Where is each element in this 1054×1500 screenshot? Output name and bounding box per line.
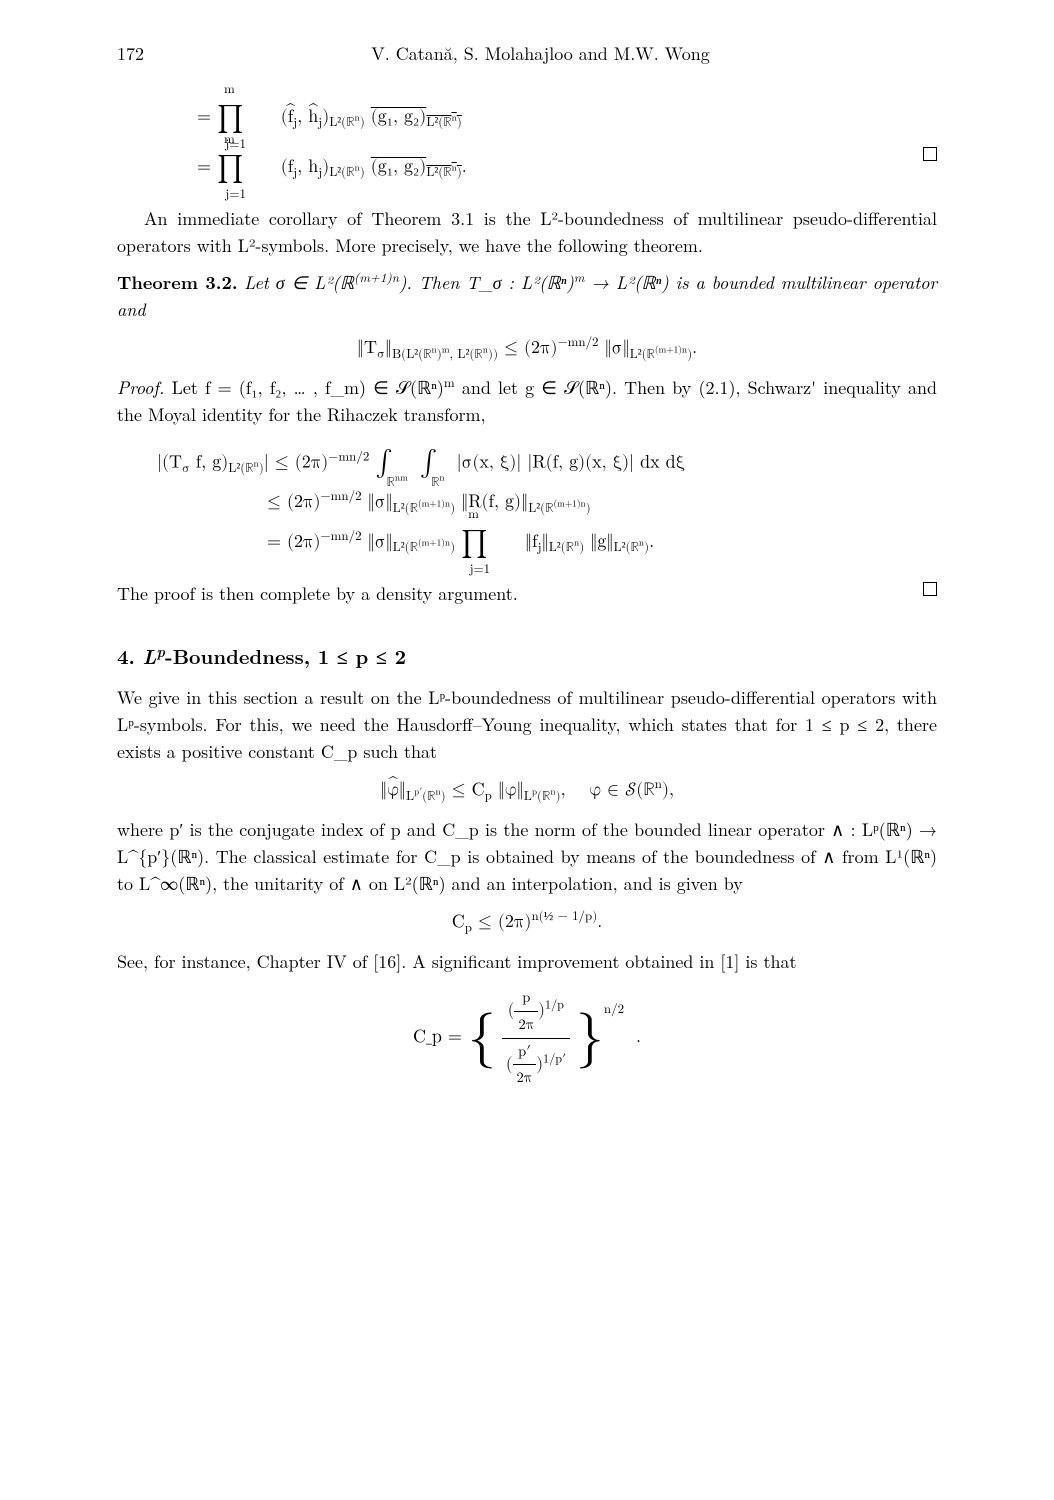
- section-4-para-1: We give in this section a result on the …: [117, 684, 937, 765]
- section-title-rest: -Boundedness, 1 ≤ p ≤ 2: [165, 641, 406, 670]
- proof-closing-text: The proof is then complete by a density …: [117, 581, 518, 606]
- cp-equals: C_p =: [413, 1028, 462, 1046]
- proof-text-a: Let f = (f₁, f₂, … , f_m) ∈ 𝒮(ℝⁿ): [172, 375, 444, 400]
- section-4-para-3: See, for instance, Chapter IV of [16]. A…: [117, 948, 937, 975]
- running-head: 172 V. Catană, S. Molahajloo and M.W. Wo…: [117, 40, 937, 67]
- qed-box: [923, 143, 937, 170]
- proof-paragraph-1: Proof. Let f = (f₁, f₂, … , f_m) ∈ 𝒮(ℝⁿ)…: [117, 374, 937, 428]
- classical-cp-estimate: Cp ≤ (2π)n(½ − 1/p).: [117, 909, 937, 936]
- theorem-3-2-text-2: ). Then T_σ : L²(ℝⁿ): [399, 270, 574, 295]
- hausdorff-young-inequality: ‖φ‖Lp′(ℝn) ≤ Cp ‖φ‖Lp(ℝn), φ ∈ 𝒮(ℝn),: [117, 777, 937, 804]
- theorem-3-2-head: Theorem 3.2.: [117, 270, 238, 295]
- theorem-3-2-text-1: Let σ ∈ L²(ℝ: [244, 270, 354, 295]
- theorem-3-2-inequality: ‖Tσ‖B(L²(ℝn)m, L²(ℝn)) ≤ (2π)−mn/2 ‖σ‖L²…: [117, 335, 937, 362]
- paragraph-corollary-intro: An immediate corollary of Theorem 3.1 is…: [117, 205, 937, 259]
- den-pprime: p′: [513, 1041, 537, 1066]
- equation-block-1: = ∏j=1m (fj, hj)L²(ℝn) (g₁, g₂)L²(ℝn) = …: [197, 97, 937, 189]
- proof-head: Proof.: [117, 375, 164, 400]
- section-4-para-2: where p′ is the conjugate index of p and…: [117, 816, 937, 897]
- page-number: 172: [117, 40, 144, 67]
- period: .: [636, 1028, 641, 1046]
- proof-inequality-block: |(Tσ f, g)L²(ℝn)| ≤ (2π)−mn/2 ∫ℝnm ∫ℝn |…: [157, 444, 937, 564]
- den-exp: 1/p′: [543, 1053, 566, 1065]
- num-p: p: [514, 987, 538, 1012]
- outer-exp: n/2: [604, 1003, 624, 1016]
- num-2pi: 2π: [514, 1012, 538, 1036]
- proof-closing: The proof is then complete by a density …: [117, 580, 937, 607]
- theorem-exp-m: m: [574, 267, 585, 286]
- theorem-3-2: Theorem 3.2. Let σ ∈ L²(ℝ(m+1)n). Then T…: [117, 269, 937, 323]
- section-4-heading: 4. Lp-Boundedness, 1 ≤ p ≤ 2: [117, 641, 937, 672]
- theorem-exp-1: (m+1)n: [354, 267, 399, 286]
- section-number: 4.: [117, 641, 143, 670]
- num-exp: 1/p: [545, 999, 564, 1011]
- qed-box-2: [923, 576, 937, 603]
- improved-cp-formula: C_p = { (p2π)1/p (p′2π)1/p′ }n/2 .: [117, 987, 937, 1089]
- running-head-text: V. Catană, S. Molahajloo and M.W. Wong: [371, 41, 710, 66]
- section-L: L: [143, 642, 157, 671]
- den-2pi: 2π: [513, 1065, 537, 1089]
